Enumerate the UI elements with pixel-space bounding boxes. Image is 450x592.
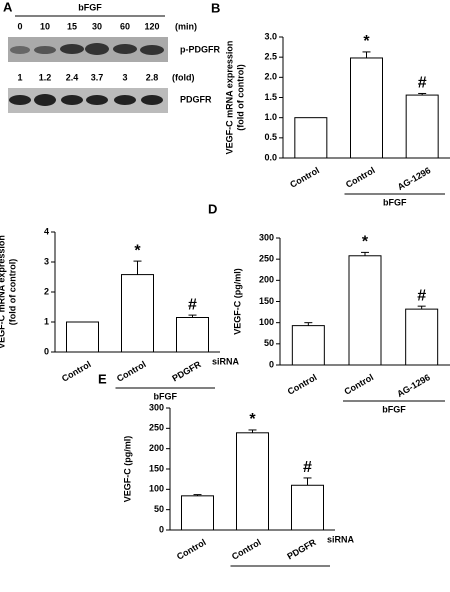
x-tick-label: AG-1296 (395, 372, 432, 399)
y-tick-label: 200 (259, 275, 274, 285)
bar (66, 321, 99, 353)
y-tick-label: 0 (44, 346, 49, 356)
time-label: 30 (92, 21, 102, 31)
x-tick-label: Control (60, 359, 93, 384)
annotation: * (249, 411, 256, 428)
x-tick-label: Control (342, 372, 375, 397)
time-label: 120 (144, 21, 159, 31)
panel-label: B (211, 0, 220, 15)
bar (291, 325, 325, 366)
treatment-label: bFGF (78, 2, 102, 12)
fold-label: 1.2 (39, 72, 52, 82)
y-tick-label: 1.5 (264, 92, 277, 102)
bar (291, 484, 324, 531)
panel-label: A (3, 0, 13, 14)
y-tick-label: 150 (259, 296, 274, 306)
blot-bands (9, 94, 163, 106)
bar (181, 495, 214, 531)
x-tick-label: Control (344, 165, 377, 190)
x-tick-label: AG-1296 (396, 165, 433, 192)
time-label: 10 (40, 21, 50, 31)
annotation: # (418, 75, 427, 92)
group-label: bFGF (382, 404, 406, 414)
panel-label: D (208, 201, 217, 216)
x-tick-label: Control (115, 359, 148, 384)
bar (121, 274, 154, 353)
group-label: bFGF (383, 197, 407, 207)
annotation: # (188, 296, 197, 313)
y-axis-label: (fold of control) (235, 64, 245, 130)
annotation: # (417, 287, 426, 304)
fold-unit: (fold) (172, 72, 195, 82)
y-tick-label: 0.0 (264, 152, 277, 162)
y-axis-label: VEGF-C (pg/ml) (122, 436, 132, 503)
y-axis-label: (fold of control) (7, 259, 17, 325)
y-tick-label: 250 (259, 254, 274, 264)
group-label: bFGF (154, 391, 178, 401)
bar (294, 117, 328, 159)
fold-label: 3.7 (91, 72, 104, 82)
time-label: 0 (17, 21, 22, 31)
bar (176, 317, 209, 353)
x-tick-label: PDGFR (170, 359, 203, 384)
y-tick-label: 0.5 (264, 132, 277, 142)
y-axis-label: VEGF-C mRNA expression (0, 235, 6, 349)
y-tick-label: 2.0 (264, 72, 277, 82)
time-label: 15 (67, 21, 77, 31)
annotation: * (134, 242, 141, 259)
annotation: * (362, 234, 369, 251)
bar (348, 255, 382, 366)
panel-label: E (98, 371, 107, 386)
y-tick-label: 250 (149, 423, 164, 433)
band-label: PDGFR (180, 94, 212, 104)
y-tick-label: 2 (44, 286, 49, 296)
y-tick-label: 3 (44, 256, 49, 266)
x-tick-label: Control (288, 165, 321, 190)
time-label: 60 (120, 21, 130, 31)
x-tick-label: PDGFR (285, 537, 318, 562)
y-tick-label: 4 (44, 226, 49, 236)
x-tick-label: Control (175, 537, 208, 562)
fold-label: 2.8 (146, 72, 159, 82)
bar (405, 94, 439, 159)
bar (350, 57, 383, 159)
blot-panel: A bFGF (min) p-PDGFR (fold) PDGFR (3, 0, 220, 113)
y-tick-label: 100 (259, 317, 274, 327)
y-tick-label: 0 (159, 524, 164, 534)
annotation: # (303, 459, 312, 476)
fold-label: 3 (122, 72, 127, 82)
bar (405, 308, 439, 366)
y-tick-label: 1 (44, 316, 49, 326)
blot-bands (10, 43, 164, 55)
y-tick-label: 2.5 (264, 52, 277, 62)
y-tick-label: 100 (149, 484, 164, 494)
y-tick-label: 1.0 (264, 112, 277, 122)
y-tick-label: 3.0 (264, 31, 277, 41)
fold-label: 1 (17, 72, 22, 82)
x-tick-label: Control (230, 537, 263, 562)
y-axis-label: VEGF-C mRNA expression (224, 41, 234, 155)
x-tick-label: Control (286, 372, 319, 397)
y-tick-label: 300 (149, 402, 164, 412)
y-axis-label: VEGF-C (pg/ml) (232, 268, 242, 335)
band-label: p-PDGFR (180, 44, 220, 54)
time-unit: (min) (175, 21, 197, 31)
x-note: siRNA (327, 534, 355, 544)
bar (236, 432, 269, 531)
annotation: * (363, 33, 370, 50)
y-tick-label: 150 (149, 463, 164, 473)
y-tick-label: 300 (259, 232, 274, 242)
x-note: siRNA (212, 356, 240, 366)
y-tick-label: 0 (269, 359, 274, 369)
y-tick-label: 200 (149, 443, 164, 453)
y-tick-label: 50 (264, 338, 274, 348)
y-tick-label: 50 (154, 504, 164, 514)
fold-label: 2.4 (66, 72, 79, 82)
